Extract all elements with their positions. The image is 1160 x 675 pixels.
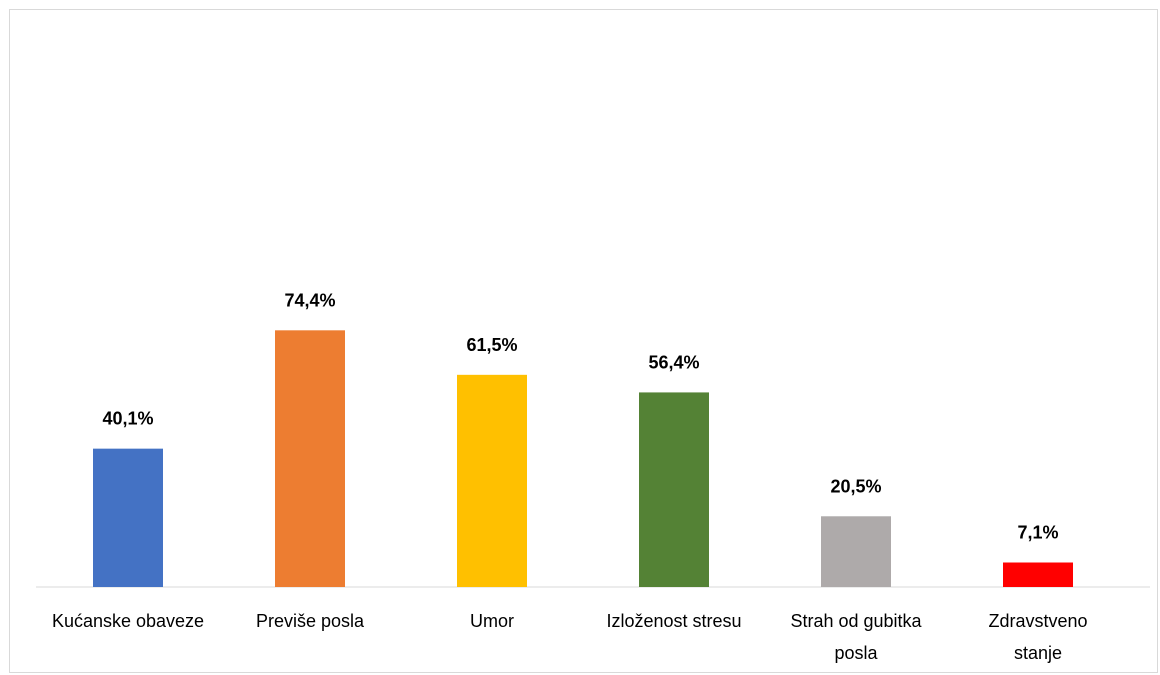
- category-label-1: Previše posla: [256, 611, 365, 631]
- category-label-4-line-0: Strah od gubitka: [790, 611, 922, 631]
- category-label-5-line-0: Zdravstveno: [988, 611, 1087, 631]
- category-label-3: Izloženost stresu: [606, 611, 741, 631]
- category-label-0: Kućanske obaveze: [52, 611, 204, 631]
- chart-frame: [9, 9, 1158, 673]
- category-label-4-line-1: posla: [834, 643, 878, 663]
- category-label-2: Umor: [470, 611, 514, 631]
- data-label-4: 20,5%: [830, 476, 881, 496]
- data-label-2: 61,5%: [466, 335, 517, 355]
- bar-5: [1003, 562, 1073, 587]
- bar-4: [821, 516, 891, 587]
- data-label-3: 56,4%: [648, 352, 699, 372]
- data-label-5: 7,1%: [1017, 523, 1058, 543]
- data-label-0: 40,1%: [102, 409, 153, 429]
- bar-0: [93, 448, 163, 587]
- data-label-1: 74,4%: [284, 290, 335, 310]
- bar-3: [639, 392, 709, 587]
- category-label-5-line-1: stanje: [1014, 643, 1062, 663]
- bar-1: [275, 330, 345, 587]
- bar-2: [457, 374, 527, 587]
